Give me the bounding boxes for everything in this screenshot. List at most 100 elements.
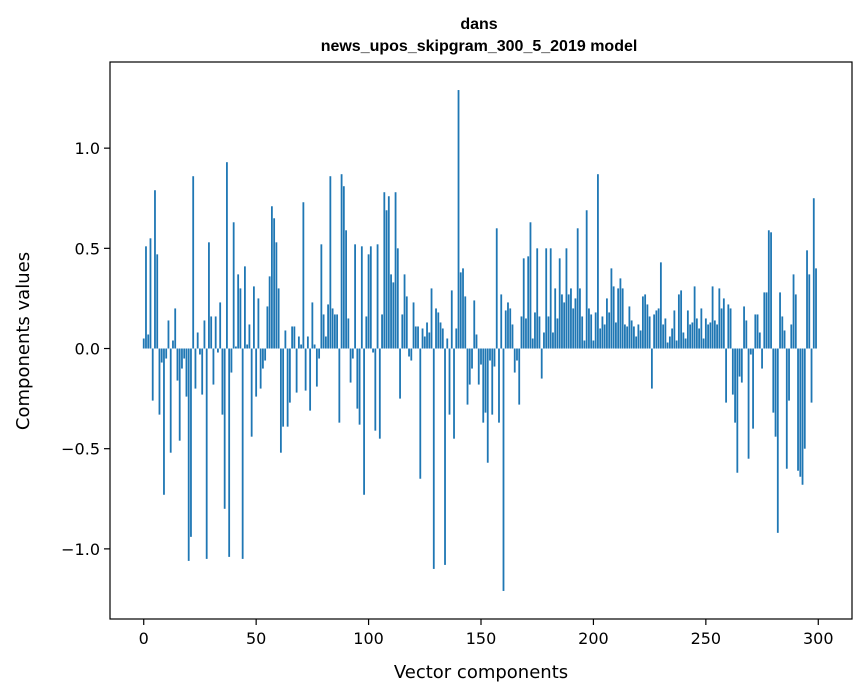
bar — [745, 320, 748, 349]
bar — [601, 316, 604, 349]
bar — [644, 294, 647, 349]
bar — [354, 244, 356, 349]
bar — [295, 348, 298, 393]
bar — [803, 348, 806, 449]
bar — [617, 288, 620, 349]
bar — [385, 210, 388, 349]
bar — [662, 324, 665, 349]
y-tick-label: 0.5 — [75, 239, 100, 258]
bar — [457, 90, 460, 349]
bar — [758, 332, 761, 349]
bar — [720, 308, 723, 349]
bar — [293, 326, 296, 349]
bar — [711, 286, 714, 349]
bar — [633, 326, 635, 349]
bar — [277, 288, 280, 349]
bar — [318, 348, 321, 359]
bar — [725, 348, 727, 403]
bar — [812, 198, 815, 349]
bar — [686, 310, 689, 349]
bar — [464, 296, 467, 349]
bar — [561, 294, 563, 349]
bar — [232, 222, 235, 349]
bar — [367, 254, 370, 349]
bar — [383, 192, 386, 349]
bar — [253, 286, 255, 349]
bar — [320, 244, 323, 349]
bar — [246, 344, 249, 349]
bar — [538, 316, 541, 349]
bar — [349, 348, 352, 383]
bar — [792, 274, 795, 349]
bar — [439, 322, 442, 349]
bar — [284, 330, 287, 349]
bar — [776, 348, 779, 533]
bar — [423, 336, 426, 349]
bar — [547, 316, 550, 349]
bar — [322, 314, 325, 349]
bar — [428, 332, 431, 349]
bar — [765, 292, 768, 349]
bar — [493, 348, 496, 367]
bar — [704, 318, 707, 349]
bar — [196, 332, 199, 349]
bar — [574, 298, 577, 349]
bar — [387, 196, 390, 349]
bar — [174, 308, 177, 349]
bar — [264, 348, 267, 361]
bar — [498, 348, 500, 423]
bar — [208, 242, 210, 349]
bar — [160, 348, 163, 363]
bar — [394, 192, 397, 349]
bar — [408, 348, 410, 357]
bar — [241, 348, 244, 559]
bar — [675, 340, 678, 349]
bar — [288, 348, 291, 403]
bar — [531, 338, 534, 349]
bar — [727, 304, 730, 349]
bar — [181, 348, 183, 369]
bar — [689, 324, 692, 349]
bar — [626, 326, 629, 349]
bar — [716, 324, 718, 349]
bar — [648, 316, 651, 349]
bar — [774, 348, 777, 437]
bar — [722, 298, 725, 349]
bar — [525, 318, 527, 349]
bar — [718, 288, 721, 349]
bar — [534, 312, 536, 349]
bar — [167, 320, 170, 349]
bar — [572, 308, 575, 349]
bar — [709, 322, 712, 349]
bar — [677, 294, 680, 349]
bar — [329, 176, 332, 349]
bar — [291, 326, 294, 349]
bars-group — [142, 90, 817, 591]
bar — [376, 244, 379, 349]
bar — [414, 326, 417, 349]
bar — [444, 348, 446, 565]
bar — [754, 314, 757, 349]
bar — [480, 348, 482, 365]
bar — [653, 314, 656, 349]
bar — [788, 348, 790, 401]
bar — [315, 348, 318, 387]
bar — [221, 348, 224, 415]
bar — [554, 288, 557, 349]
bar — [509, 308, 512, 349]
bar — [223, 348, 226, 509]
bar — [486, 348, 489, 463]
bar — [244, 266, 246, 349]
bar — [374, 348, 377, 431]
bar — [187, 348, 190, 561]
y-tick-label: 1.0 — [75, 139, 100, 158]
bar — [558, 258, 561, 349]
bar — [565, 248, 568, 349]
bar — [154, 190, 156, 349]
bar — [151, 348, 154, 401]
bar — [410, 348, 413, 361]
bar — [210, 316, 213, 349]
bar — [279, 348, 282, 453]
bar — [713, 320, 716, 349]
bar — [365, 316, 368, 349]
